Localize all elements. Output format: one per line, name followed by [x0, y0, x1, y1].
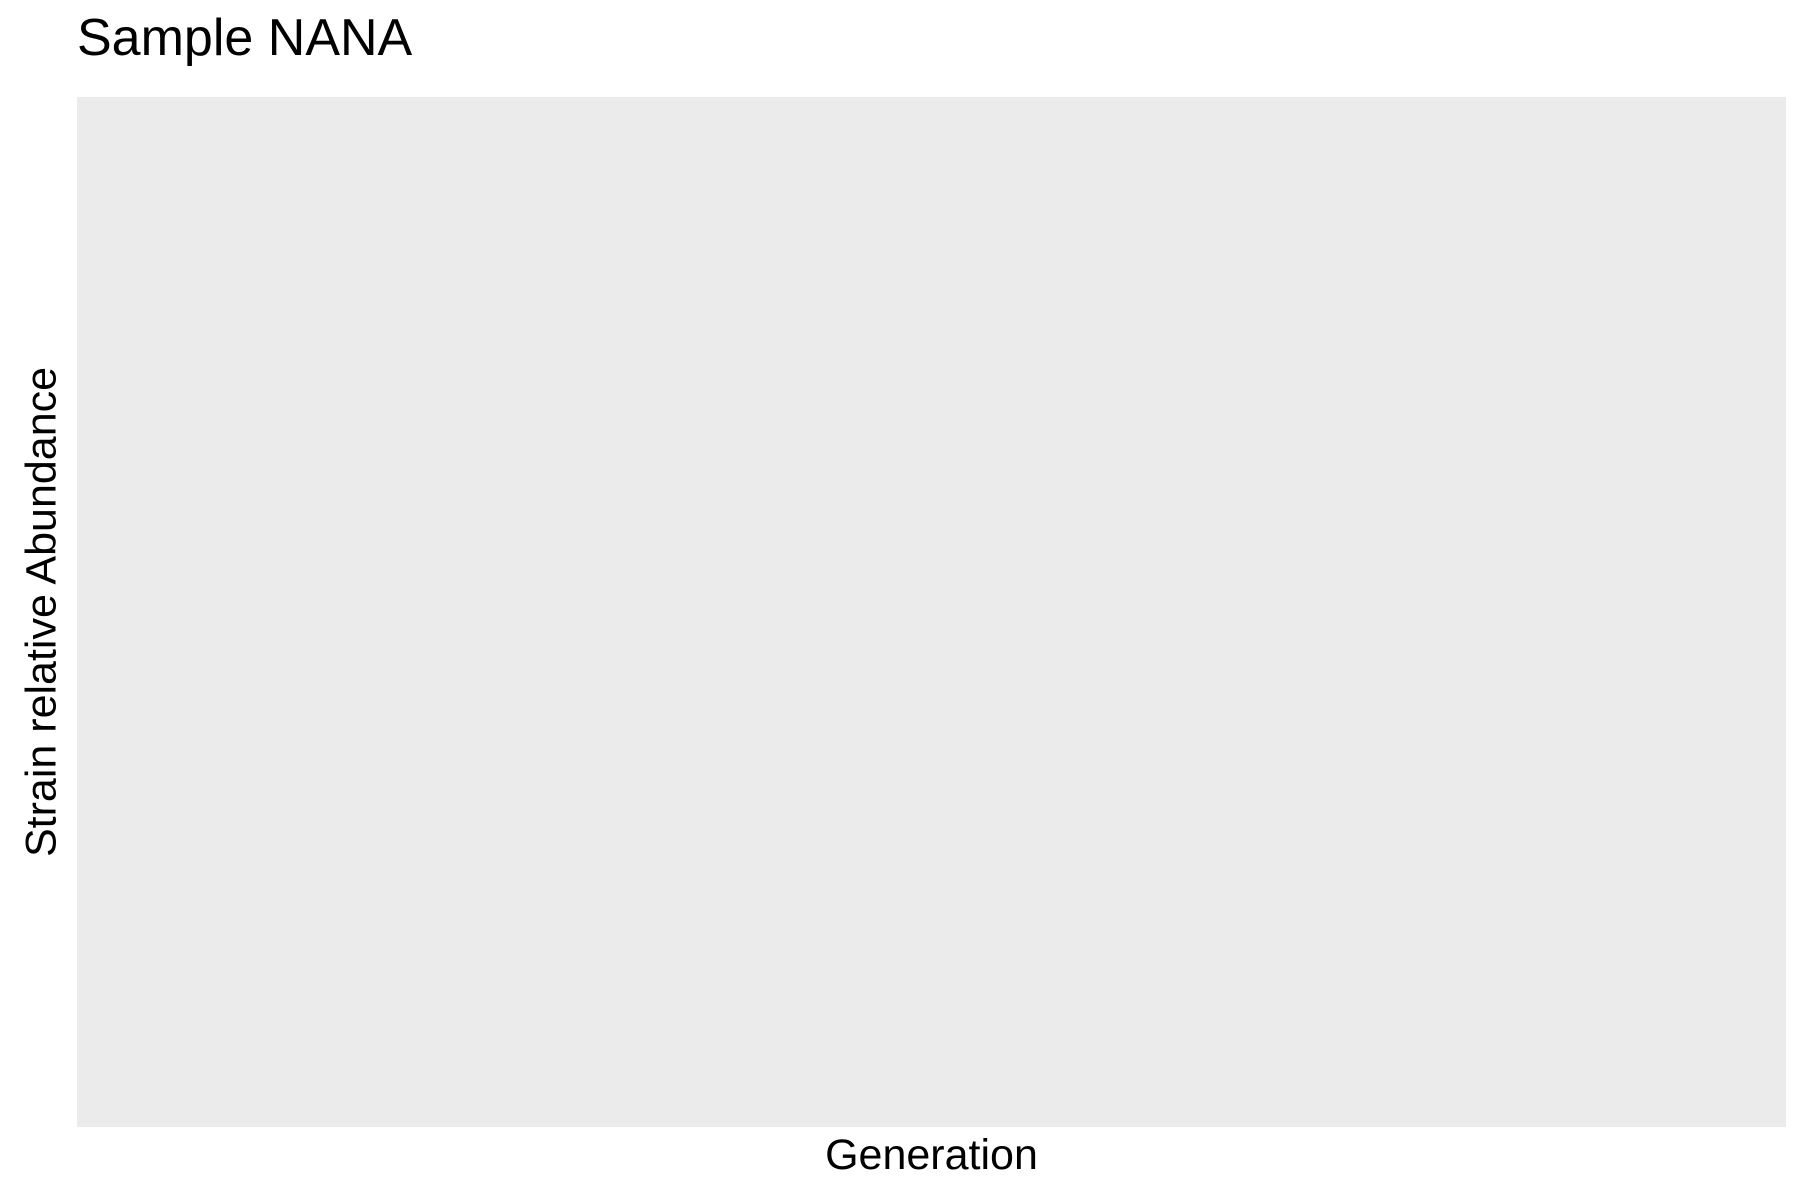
chart-title: Sample NANA [77, 9, 413, 67]
plot-panel [77, 97, 1786, 1127]
y-axis-label-container: Strain relative Abundance [12, 97, 72, 1127]
y-axis-label: Strain relative Abundance [17, 366, 66, 858]
x-axis-label: Generation [825, 1131, 1038, 1179]
